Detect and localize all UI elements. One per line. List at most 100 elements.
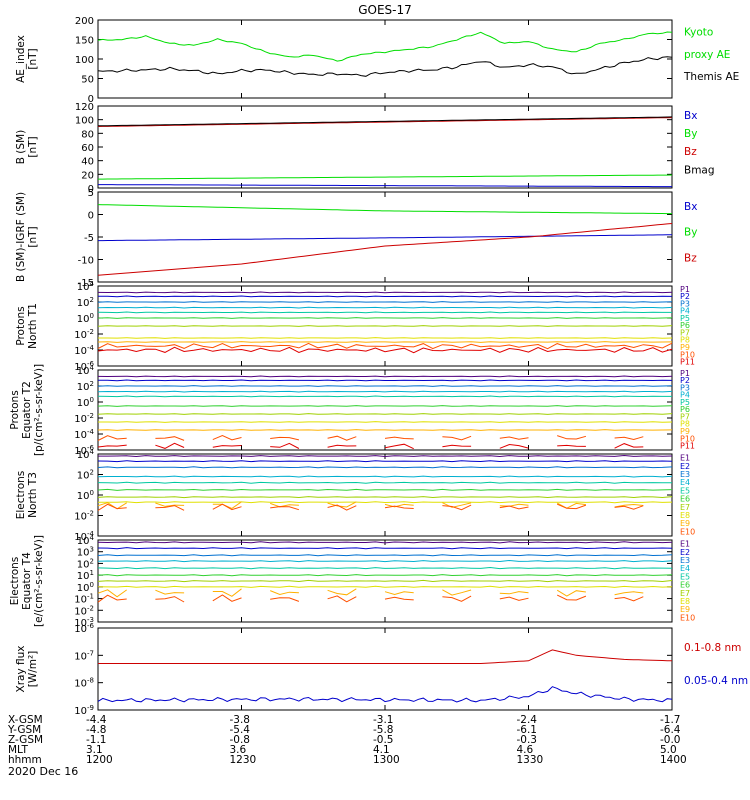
y-tick-label: 104: [77, 448, 95, 461]
channel-line-segment: [155, 505, 185, 511]
legend-entry: P10: [680, 434, 695, 443]
legend-entry: P7: [680, 328, 690, 337]
y-axis-label: [W/m²]: [27, 651, 39, 688]
channel-line-segment: [155, 596, 185, 603]
channel-line: [97, 429, 673, 431]
channel-line: [97, 395, 672, 398]
channel-line-segment: [384, 443, 414, 450]
channel-line-segment: [557, 435, 587, 440]
y-tick-label: 50: [81, 75, 94, 86]
y-tick-label: 200: [75, 16, 94, 27]
channel-line-segment: [556, 589, 586, 597]
axis-row-value: -0.8: [230, 734, 251, 746]
channel-line: [97, 379, 673, 382]
channel-line: [97, 559, 673, 563]
channel-line-segment: [97, 444, 127, 448]
y-axis-label: Protons: [9, 390, 21, 429]
channel-line-segment: [499, 503, 529, 507]
legend-entry: E9: [680, 519, 690, 528]
axis-row-value: -5.4: [230, 724, 251, 736]
channel-line-segment: [327, 504, 357, 511]
channel-line-segment: [270, 590, 299, 596]
channel-line-segment: [97, 589, 127, 598]
channel-line-segment: [442, 502, 472, 508]
channel-line: [98, 454, 673, 458]
y-tick-label: 100: [75, 116, 94, 127]
y-tick-label: 102: [77, 469, 94, 482]
channel-line-segment: [384, 503, 414, 508]
series-line: [97, 56, 673, 77]
channel-line: [97, 301, 673, 303]
channel-line: [97, 554, 673, 557]
axis-row-value: -6.4: [660, 724, 681, 736]
legend-entry: P11: [680, 442, 695, 451]
legend-entry: P7: [680, 412, 690, 421]
series-line: [97, 117, 673, 127]
channel-line-segment: [384, 505, 414, 509]
y-tick-label: 0: [88, 94, 94, 105]
legend-entry: P2: [680, 292, 690, 301]
channel-line: [98, 421, 673, 423]
legend-entry: E2: [680, 462, 690, 471]
channel-line: [97, 325, 673, 327]
channel-line-segment: [270, 502, 299, 508]
y-tick-label: 0: [88, 184, 94, 195]
legend-entry: proxy AE: [684, 49, 730, 61]
channel-line: [97, 311, 672, 314]
channel-line-segment: [212, 503, 242, 511]
y-axis-label: [nT]: [27, 226, 39, 247]
legend-entry: P1: [680, 285, 690, 294]
legend-entry: P3: [680, 299, 690, 308]
y-tick-label: 104: [77, 364, 95, 377]
channel-line-segment: [614, 591, 644, 596]
y-tick-label: 100: [75, 55, 94, 66]
panel-frame: [97, 19, 673, 99]
legend-entry: P8: [680, 420, 690, 429]
channel-line-segment: [327, 435, 357, 441]
axis-row-value: 1230: [230, 754, 257, 766]
channel-line-segment: [97, 503, 127, 511]
y-tick-label: 104: [77, 280, 95, 293]
channel-line-segment: [97, 594, 127, 603]
y-axis-label: Protons: [15, 306, 27, 345]
legend-entry: P5: [680, 314, 690, 323]
y-tick-label: 100: [77, 489, 94, 502]
legend-entry: E1: [680, 454, 690, 463]
channel-line-segment: [614, 436, 644, 441]
axis-row-value: 1400: [660, 754, 687, 766]
series-line: [98, 649, 673, 664]
channel-line-segment: [442, 444, 472, 448]
axis-row-value: 3.6: [230, 744, 247, 756]
channel-line: [97, 541, 673, 544]
channel-line-segment: [155, 442, 185, 449]
axis-row-value: -0.3: [517, 734, 538, 746]
legend-entry: E5: [680, 486, 690, 495]
legend-entry: E8: [680, 597, 690, 606]
y-axis-label: B (SM)-IGRF (SM): [15, 192, 27, 282]
axis-row-value: -3.8: [230, 714, 251, 726]
channel-line-segment: [614, 443, 644, 449]
series-line: [97, 223, 673, 276]
legend-entry: By: [684, 227, 697, 239]
legend-entry: E9: [680, 605, 690, 614]
legend-entry: P1: [680, 369, 690, 378]
channel-line: [97, 585, 673, 588]
channel-line-segment: [155, 589, 185, 595]
axis-row-value: -4.8: [86, 724, 107, 736]
channel-line: [97, 496, 673, 499]
channel-line-segment: [499, 591, 529, 595]
y-tick-label: 10-4: [74, 428, 94, 441]
y-tick-label: 60: [81, 143, 94, 154]
axis-row-value: -6.1: [517, 724, 538, 736]
legend-entry: E10: [680, 613, 695, 622]
channel-line-segment: [212, 501, 242, 509]
legend-entry: P2: [680, 376, 690, 385]
channel-line-segment: [270, 506, 300, 511]
y-tick-label: 40: [81, 157, 94, 168]
axis-row-value: -0.5: [373, 734, 394, 746]
